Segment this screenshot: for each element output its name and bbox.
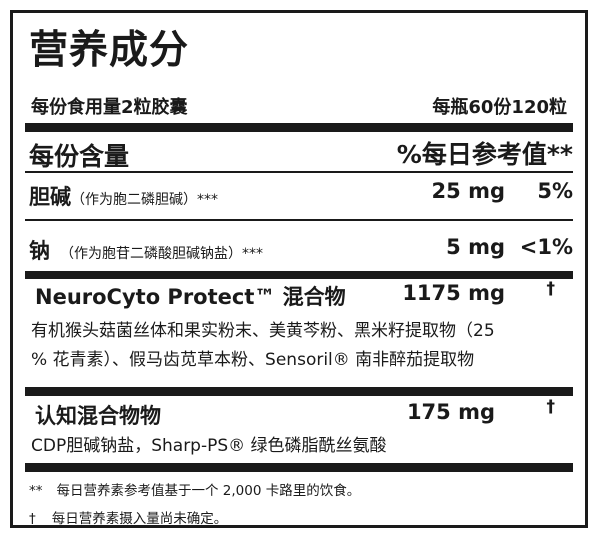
footnote-mark: ** (29, 483, 43, 499)
divider-thick (25, 271, 573, 279)
blend-name: NeuroCyto Protect™ 混合物 (35, 285, 346, 309)
blend-ingredients: 有机猴头菇菌丝体和果实粉末、美黄芩粉、黑米籽提取物（25 (31, 321, 495, 341)
divider-thick (25, 463, 573, 472)
nutrient-amount: 25 mg (431, 179, 505, 203)
footnote-mark: † (29, 511, 36, 527)
serving-size: 每份食用量2粒胶囊 (31, 97, 188, 118)
amount-per-serving-heading: 每份含量 (29, 142, 130, 171)
divider-thin (25, 219, 573, 221)
blend-ingredients: % 花青素）、假马齿苋草本粉、Sensoril® 南非醉茄提取物 (31, 350, 475, 370)
blend-ingredients: CDP胆碱钠盐，Sharp-PS® 绿色磷脂酰丝氨酸 (31, 436, 387, 456)
footnote: ** 每日营养素参考值基于一个 2,000 卡路里的饮食。 (29, 479, 360, 499)
nutrient-name: 钠 (29, 239, 50, 263)
nutrient-name: 胆碱 (29, 185, 71, 209)
dagger-mark: † (546, 279, 556, 299)
nutrient-row-sodium: 钠 （作为胞苷二磷酸胆碱钠盐）*** (29, 235, 263, 265)
blend-name: 认知混合物物 (35, 404, 161, 428)
divider-thin (25, 171, 573, 173)
divider-thick (25, 123, 573, 132)
daily-value-heading: %每日参考值** (396, 140, 573, 169)
nutrient-amount: 5 mg (446, 235, 505, 259)
nutrient-daily-value: <1% (519, 235, 573, 259)
dagger-mark: † (546, 397, 556, 417)
blend-amount: 1175 mg (402, 281, 505, 305)
footnote-text: 每日营养素摄入量尚未确定。 (51, 511, 228, 527)
blend-amount: 175 mg (406, 400, 495, 424)
footnote: † 每日营养素摄入量尚未确定。 (29, 507, 227, 527)
panel-title: 营养成分 (29, 28, 190, 73)
footnote-text: 每日营养素参考值基于一个 2,000 卡路里的饮食。 (56, 483, 361, 499)
divider-thick (25, 387, 573, 396)
nutrient-daily-value: 5% (537, 179, 573, 203)
nutrient-row-choline: 胆碱（作为胞二磷胆碱）*** (29, 181, 218, 211)
nutrition-facts-panel: 营养成分 每份食用量2粒胶囊 每瓶60份120粒 每份含量 %每日参考值** 胆… (10, 10, 588, 528)
nutrient-note: （作为胞苷二磷酸胆碱钠盐）*** (60, 246, 263, 262)
nutrient-note: （作为胞二磷胆碱）*** (71, 192, 218, 208)
servings-per-container: 每瓶60份120粒 (432, 97, 567, 118)
